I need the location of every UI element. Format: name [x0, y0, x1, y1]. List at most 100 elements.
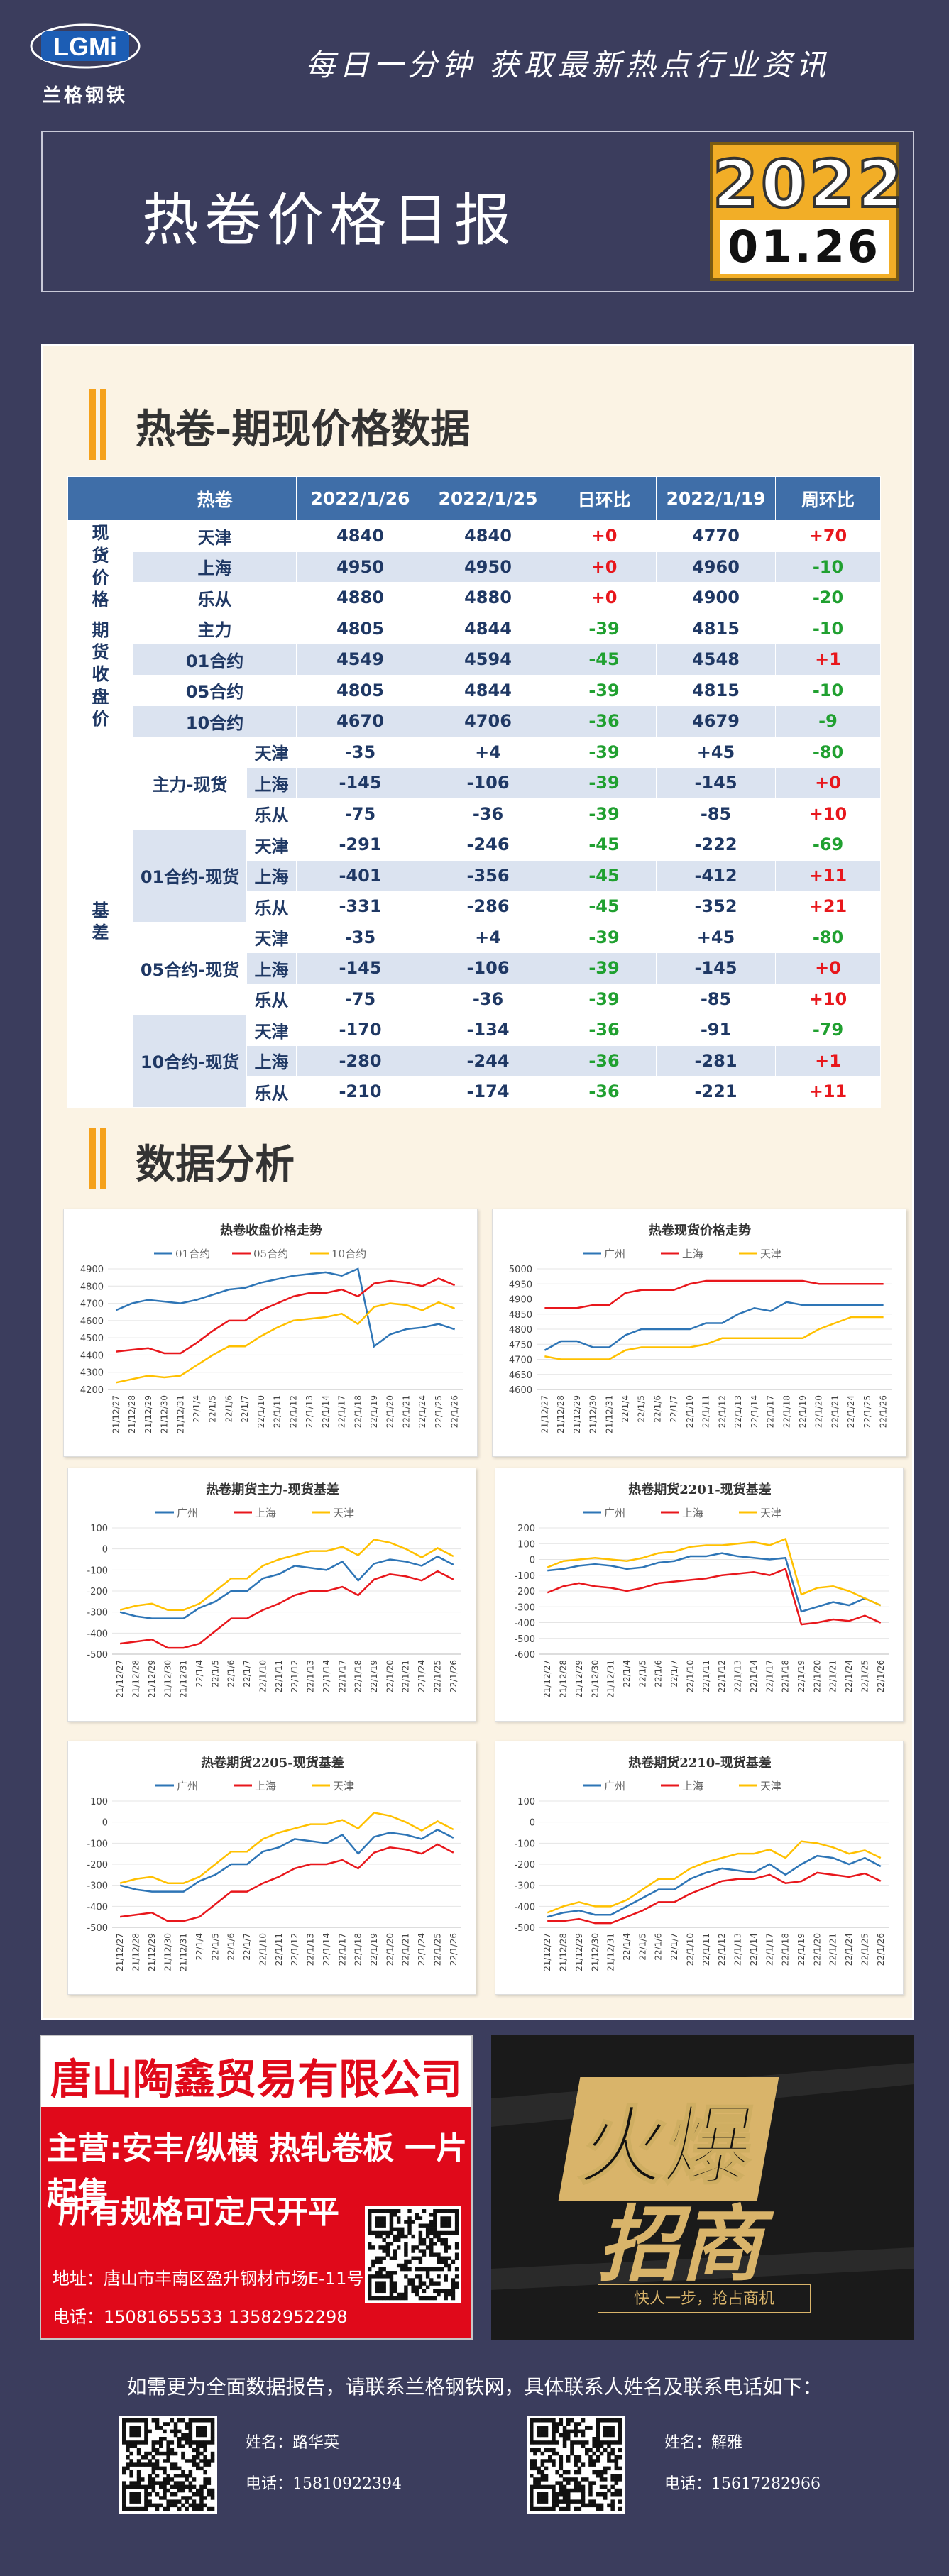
x-tick-label: 22/1/17 — [764, 1660, 774, 1692]
y-tick-label: -200 — [514, 1860, 535, 1871]
x-tick-label: 22/1/4 — [194, 1660, 204, 1688]
x-tick-label: 21/12/31 — [606, 1933, 616, 1971]
x-tick-label: 22/1/18 — [353, 1660, 363, 1692]
table-row-label: 乐从 — [246, 1076, 297, 1108]
legend-label: 广州 — [604, 1248, 625, 1260]
x-tick-label: 22/1/24 — [846, 1395, 856, 1428]
table-cell: -145 — [296, 767, 424, 799]
chart-title: 热卷期货2210-现货基差 — [628, 1755, 772, 1771]
table-row-label: 天津 — [246, 829, 297, 861]
series-line — [547, 1537, 882, 1607]
legend-label: 10合约 — [331, 1248, 366, 1260]
x-tick-label: 22/1/6 — [226, 1933, 236, 1961]
series-line — [120, 1843, 454, 1922]
table-cell: -145 — [296, 952, 424, 984]
x-tick-label: 22/1/12 — [717, 1933, 727, 1966]
line-chart: 热卷期货2205-现货基差 广州 上海 天津 -500 -400 -300 -200 -100 0… — [67, 1741, 476, 1995]
table-cell: 4844 — [424, 674, 552, 706]
legend-label: 天津 — [333, 1780, 354, 1793]
x-tick-label: 21/12/30 — [590, 1933, 600, 1971]
legend-label: 05合约 — [253, 1248, 288, 1260]
table-row-label: 天津 — [246, 921, 297, 953]
logo-badge-icon: LGMi — [30, 23, 141, 69]
legend-label: 01合约 — [175, 1248, 210, 1260]
ad-banner-recruit[interactable]: 火爆 招商 快人一步，抢占商机 — [491, 2035, 914, 2340]
table-row-label: 乐从 — [246, 798, 297, 830]
table-row-label: 天津 — [133, 520, 297, 552]
chart-title: 热卷期货主力-现货基差 — [206, 1482, 339, 1497]
contact-name: 姓名：路华英 — [246, 2434, 340, 2452]
x-tick-label: 21/12/29 — [574, 1660, 584, 1698]
x-tick-label: 22/1/10 — [258, 1933, 268, 1966]
y-tick-label: -300 — [87, 1608, 108, 1619]
x-tick-label: 22/1/25 — [862, 1395, 872, 1428]
x-tick-label: 21/12/28 — [127, 1395, 137, 1433]
date-badge: 2022 01.26 — [710, 142, 904, 281]
table-row-label: 天津 — [246, 736, 297, 768]
table-cell: +0 — [552, 582, 657, 614]
table-cell: -106 — [424, 767, 552, 799]
chart-title: 热卷现货价格走势 — [649, 1223, 751, 1238]
x-tick-label: 22/1/12 — [288, 1395, 298, 1428]
x-tick-label: 21/12/29 — [143, 1395, 153, 1433]
x-tick-label: 22/1/18 — [781, 1660, 791, 1692]
x-tick-label: 22/1/5 — [637, 1660, 647, 1688]
table-header: 2022/1/25 — [424, 476, 552, 521]
table-cell: -412 — [656, 859, 776, 891]
x-tick-label: 22/1/11 — [274, 1933, 284, 1966]
table-cell: -106 — [424, 952, 552, 984]
x-tick-label: 22/1/19 — [796, 1933, 806, 1966]
x-tick-label: 22/1/13 — [306, 1660, 316, 1692]
x-tick-label: 22/1/5 — [637, 1933, 647, 1961]
table-cell: +0 — [775, 952, 881, 984]
x-tick-label: 22/1/7 — [242, 1660, 252, 1688]
line-chart: 热卷期货主力-现货基差 广州 上海 天津 -500 -400 -300 -200 -100 0 10… — [67, 1468, 476, 1722]
x-tick-label: 22/1/26 — [449, 1933, 459, 1966]
table-cell: 4594 — [424, 644, 552, 676]
y-tick-label: -300 — [514, 1881, 535, 1892]
table-cell: -39 — [552, 798, 657, 830]
contact-phone: 电话：15617282966 — [664, 2475, 821, 2493]
table-row: 05合约-现货 天津 -35 +4 -39 +45 -80 — [68, 921, 881, 1015]
x-tick-label: 22/1/21 — [828, 1660, 838, 1692]
price-table: 热卷 2022/1/26 2022/1/25 日环比 2022/1/19 周环比… — [67, 476, 881, 1108]
table-cell: 4679 — [656, 705, 776, 737]
x-tick-label: 22/1/4 — [192, 1395, 202, 1423]
x-tick-label: 22/1/14 — [750, 1395, 759, 1428]
table-cell: -85 — [656, 983, 776, 1015]
y-tick-label: -400 — [514, 1902, 535, 1912]
table-cell: -244 — [424, 1045, 552, 1077]
table-row-label: 上海 — [133, 551, 297, 583]
section-title-prices: 热卷-期现价格数据 — [136, 407, 471, 453]
x-tick-label: 22/1/14 — [749, 1933, 759, 1966]
legend-label: 上海 — [682, 1780, 703, 1793]
series-line — [544, 1301, 884, 1351]
x-tick-label: 21/12/27 — [115, 1660, 125, 1698]
x-tick-label: 21/12/28 — [559, 1660, 569, 1698]
table-row-label: 10合约 — [133, 705, 297, 737]
table-row: 乐从 -75 -36 -39 -85 +10 — [68, 798, 881, 830]
x-tick-label: 22/1/17 — [337, 1395, 347, 1428]
line-chart: 热卷期货2210-现货基差 广州 上海 天津 -500 -400 -300 -200 -100 0… — [495, 1741, 904, 1995]
x-tick-label: 21/12/31 — [179, 1933, 189, 1971]
qr-code-icon — [527, 2416, 625, 2514]
ad-banner-taoxin[interactable]: 唐山陶鑫贸易有限公司 主营:安丰/纵横 热轧卷板 一片起售 所有规格可定尺开平 … — [40, 2035, 473, 2340]
x-tick-label: 21/12/28 — [131, 1933, 141, 1971]
y-tick-label: -300 — [514, 1602, 535, 1613]
basis-group-label: 10合约-现货 — [133, 1014, 247, 1108]
table-cell: -281 — [656, 1045, 776, 1077]
table-row: 上海 -145 -106 -39 -145 +0 — [68, 952, 881, 984]
table-row-label: 上海 — [246, 952, 297, 984]
table-header: 2022/1/26 — [296, 476, 424, 521]
x-tick-label: 21/12/31 — [604, 1395, 614, 1433]
line-chart: 热卷期货2201-现货基差 广州 上海 天津 -600 -500 -400 -300 -200 -… — [495, 1468, 904, 1722]
table-cell: -10 — [775, 612, 881, 644]
table-cell: -36 — [552, 1014, 657, 1046]
table-cell: 4770 — [656, 520, 776, 552]
x-tick-label: 22/1/26 — [449, 1660, 459, 1692]
x-tick-label: 22/1/6 — [652, 1395, 662, 1423]
